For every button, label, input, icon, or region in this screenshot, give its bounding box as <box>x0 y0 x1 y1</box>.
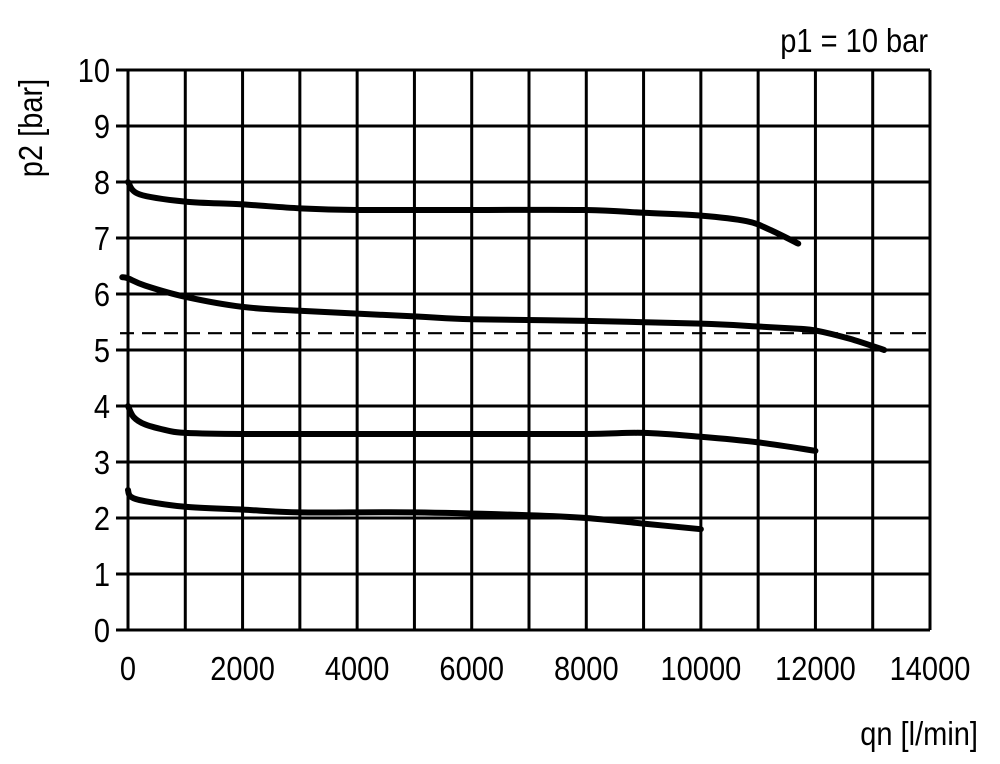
series-lines <box>119 179 888 533</box>
y-tick-label: 9 <box>94 108 110 145</box>
series-line-4 <box>125 487 704 533</box>
y-tick-label: 2 <box>94 500 110 537</box>
y-tick-label: 4 <box>94 388 110 425</box>
y-tick-labels: 0 1 2 3 4 5 6 7 8 9 10 <box>78 52 110 649</box>
x-tick-label: 8000 <box>554 650 619 687</box>
x-axis-label: qn [l/min] <box>860 715 978 752</box>
y-tick-label: 8 <box>94 164 110 201</box>
series-line-1 <box>125 179 802 247</box>
series-line-3 <box>125 403 819 454</box>
y-tick-label: 0 <box>94 612 110 649</box>
x-tick-label: 6000 <box>439 650 504 687</box>
y-tick-label: 1 <box>94 556 110 593</box>
x-tick-label: 0 <box>120 650 136 687</box>
y-tick-label: 6 <box>94 276 110 313</box>
y-tick-label: 7 <box>94 220 110 257</box>
x-tick-label: 10000 <box>660 650 741 687</box>
x-tick-label: 2000 <box>210 650 275 687</box>
series-line-2 <box>119 274 888 353</box>
grid <box>116 68 932 632</box>
y-tick-label: 3 <box>94 444 110 481</box>
y-tick-label: 5 <box>94 332 110 369</box>
y-axis-label: p2 [bar] <box>12 79 49 177</box>
x-tick-label: 12000 <box>775 650 856 687</box>
annotation-p1: p1 = 10 bar <box>780 22 928 59</box>
x-tick-label: 4000 <box>325 650 390 687</box>
x-tick-labels: 0 2000 4000 6000 8000 10000 12000 14000 <box>120 650 970 687</box>
x-tick-label: 14000 <box>890 650 971 687</box>
y-tick-label: 10 <box>78 52 110 89</box>
